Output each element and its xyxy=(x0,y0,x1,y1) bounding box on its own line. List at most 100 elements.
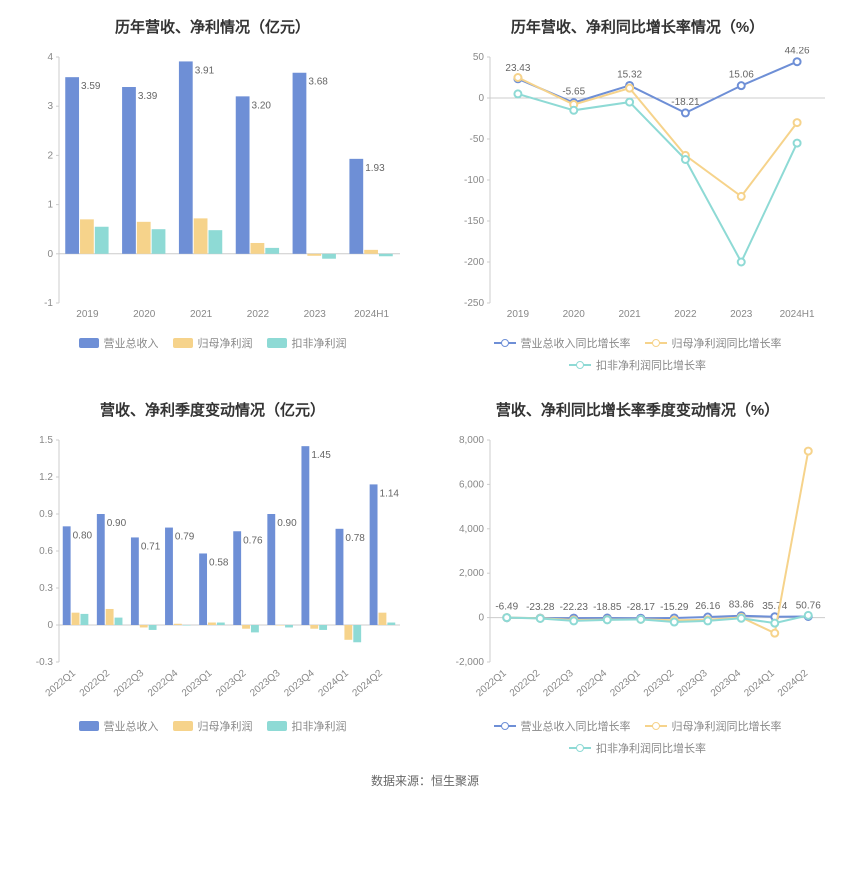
panel-quarterly-growth: 营收、净利同比增长率季度变动情况（%） -2,00002,0004,0006,0… xyxy=(435,393,840,756)
chart1-legend: 营业总收入 归母净利润 扣非净利润 xyxy=(79,335,347,351)
chart1-title: 历年营收、净利情况（亿元） xyxy=(115,16,310,37)
svg-text:-15.29: -15.29 xyxy=(660,602,689,613)
legend-label: 归母净利润 xyxy=(198,335,253,351)
legend-swatch xyxy=(267,338,287,348)
svg-text:-2,000: -2,000 xyxy=(456,657,485,668)
svg-text:4,000: 4,000 xyxy=(459,524,484,535)
svg-text:4: 4 xyxy=(47,52,53,63)
legend-swatch xyxy=(267,721,287,731)
legend-swatch xyxy=(494,721,516,731)
svg-text:3.39: 3.39 xyxy=(138,91,158,102)
legend-swatch xyxy=(494,338,516,348)
svg-text:2020: 2020 xyxy=(563,309,586,320)
svg-text:44.26: 44.26 xyxy=(785,47,810,57)
legend-swatch xyxy=(79,338,99,348)
legend-swatch xyxy=(79,721,99,731)
panel-annual-growth: 历年营收、净利同比增长率情况（%） -250-200-150-100-50050… xyxy=(435,10,840,373)
svg-text:2024Q1: 2024Q1 xyxy=(742,668,777,700)
svg-text:2023Q4: 2023Q4 xyxy=(709,668,744,700)
svg-text:2023Q2: 2023Q2 xyxy=(214,668,249,700)
svg-text:2022: 2022 xyxy=(247,309,270,320)
svg-text:0.90: 0.90 xyxy=(277,518,297,529)
svg-text:3.20: 3.20 xyxy=(252,100,272,111)
svg-text:2,000: 2,000 xyxy=(459,568,484,579)
svg-text:2019: 2019 xyxy=(507,309,530,320)
chart3-legend: 营业总收入 归母净利润 扣非净利润 xyxy=(79,718,347,734)
data-source-footer: 数据来源：恒生聚源 xyxy=(10,772,840,789)
legend-swatch xyxy=(569,360,591,370)
svg-text:0.71: 0.71 xyxy=(141,541,161,552)
svg-text:2023Q2: 2023Q2 xyxy=(642,668,677,700)
svg-text:3: 3 xyxy=(47,101,53,112)
legend-item: 归母净利润 xyxy=(173,718,253,734)
legend-label: 归母净利润同比增长率 xyxy=(672,718,782,734)
chart4-legend: 营业总收入同比增长率 归母净利润同比增长率扣非净利润同比增长率 xyxy=(448,718,828,756)
legend-swatch xyxy=(645,721,667,731)
svg-text:2023Q1: 2023Q1 xyxy=(608,668,643,700)
svg-text:35.74: 35.74 xyxy=(762,601,787,612)
svg-text:-1: -1 xyxy=(44,298,53,309)
svg-text:8,000: 8,000 xyxy=(459,435,484,446)
svg-text:2023: 2023 xyxy=(730,309,753,320)
svg-text:0.9: 0.9 xyxy=(39,509,53,520)
svg-text:3.59: 3.59 xyxy=(81,81,101,92)
legend-swatch xyxy=(569,743,591,753)
legend-label: 营业总收入同比增长率 xyxy=(521,718,631,734)
svg-text:2020: 2020 xyxy=(133,309,156,320)
svg-text:-150: -150 xyxy=(464,216,484,227)
svg-text:-6.49: -6.49 xyxy=(495,602,518,613)
svg-text:50: 50 xyxy=(473,52,485,63)
chart2-title: 历年营收、净利同比增长率情况（%） xyxy=(511,16,764,37)
svg-text:-28.17: -28.17 xyxy=(627,602,656,613)
svg-text:83.86: 83.86 xyxy=(729,600,754,611)
legend-swatch xyxy=(173,721,193,731)
svg-text:-100: -100 xyxy=(464,175,484,186)
legend-item: 营业总收入同比增长率 xyxy=(494,335,631,351)
legend-label: 归母净利润同比增长率 xyxy=(672,335,782,351)
svg-text:0.79: 0.79 xyxy=(175,532,195,543)
svg-text:-18.21: -18.21 xyxy=(671,97,700,108)
svg-text:2024H1: 2024H1 xyxy=(354,309,389,320)
svg-text:-250: -250 xyxy=(464,298,484,309)
svg-text:3.68: 3.68 xyxy=(308,77,328,88)
svg-text:2023Q3: 2023Q3 xyxy=(248,668,283,700)
legend-item: 扣非净利润同比增长率 xyxy=(569,740,706,756)
legend-label: 扣非净利润 xyxy=(292,335,347,351)
svg-text:-5.65: -5.65 xyxy=(562,87,585,98)
chart2-svg: -250-200-150-100-50050201920202021202220… xyxy=(440,47,835,327)
legend-item: 营业总收入 xyxy=(79,335,159,351)
svg-text:-22.23: -22.23 xyxy=(560,602,589,613)
legend-swatch xyxy=(645,338,667,348)
svg-text:-50: -50 xyxy=(470,134,485,145)
svg-text:-200: -200 xyxy=(464,257,484,268)
svg-text:6,000: 6,000 xyxy=(459,479,484,490)
legend-label: 扣非净利润 xyxy=(292,718,347,734)
svg-text:2022Q3: 2022Q3 xyxy=(541,668,576,700)
svg-text:2022Q1: 2022Q1 xyxy=(474,668,509,700)
svg-text:1.45: 1.45 xyxy=(311,450,331,461)
chart4-title: 营收、净利同比增长率季度变动情况（%） xyxy=(496,399,779,420)
svg-text:0: 0 xyxy=(47,249,53,260)
svg-text:2023Q3: 2023Q3 xyxy=(675,668,710,700)
legend-label: 归母净利润 xyxy=(198,718,253,734)
svg-text:2021: 2021 xyxy=(190,309,213,320)
svg-text:0.78: 0.78 xyxy=(345,533,365,544)
svg-text:15.06: 15.06 xyxy=(729,70,754,81)
legend-item: 营业总收入同比增长率 xyxy=(494,718,631,734)
svg-text:0.80: 0.80 xyxy=(73,530,93,541)
legend-label: 营业总收入 xyxy=(104,718,159,734)
svg-text:23.43: 23.43 xyxy=(505,63,530,74)
chart4-svg: -2,00002,0004,0006,0008,0002022Q12022Q22… xyxy=(440,430,835,710)
panel-quarterly-values: 营收、净利季度变动情况（亿元） -0.300.30.60.91.21.52022… xyxy=(10,393,415,756)
panel-annual-values: 历年营收、净利情况（亿元） -1012342019202020212022202… xyxy=(10,10,415,373)
svg-text:50.76: 50.76 xyxy=(796,600,821,611)
svg-text:-18.85: -18.85 xyxy=(593,602,622,613)
svg-text:2023: 2023 xyxy=(304,309,327,320)
svg-text:0: 0 xyxy=(47,620,53,631)
svg-text:26.16: 26.16 xyxy=(695,601,720,612)
legend-item: 营业总收入 xyxy=(79,718,159,734)
svg-text:0.6: 0.6 xyxy=(39,546,53,557)
svg-text:2019: 2019 xyxy=(76,309,99,320)
svg-text:2022Q3: 2022Q3 xyxy=(112,668,147,700)
legend-item: 扣非净利润 xyxy=(267,335,347,351)
